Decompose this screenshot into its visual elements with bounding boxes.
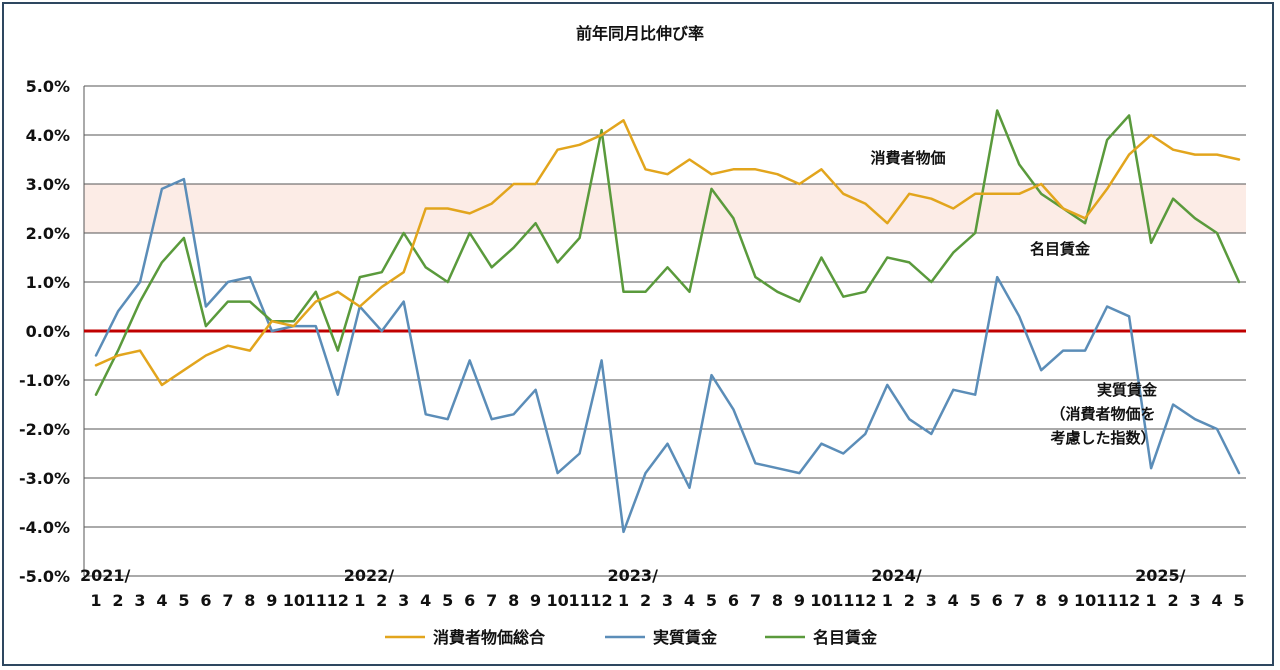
x-tick-label: 5 bbox=[706, 591, 717, 610]
y-tick-label: 0.0% bbox=[26, 322, 70, 341]
legend-label-real: 実質賃金 bbox=[653, 628, 718, 647]
x-tick-label: 1 bbox=[354, 591, 365, 610]
y-tick-label: -1.0% bbox=[19, 371, 70, 390]
x-tick-label: 7 bbox=[486, 591, 497, 610]
y-tick-label: 2.0% bbox=[26, 224, 70, 243]
x-tick-label: 7 bbox=[222, 591, 233, 610]
y-tick-label: -4.0% bbox=[19, 518, 70, 537]
annotation-nominal: 名目賃金 bbox=[1030, 240, 1091, 258]
x-tick-label: 12 bbox=[1118, 591, 1140, 610]
x-year-label: 2022/ bbox=[344, 566, 395, 585]
x-tick-label: 11 bbox=[1096, 591, 1118, 610]
x-tick-label: 3 bbox=[926, 591, 937, 610]
x-tick-label: 2 bbox=[904, 591, 915, 610]
x-tick-label: 3 bbox=[398, 591, 409, 610]
x-tick-label: 2 bbox=[640, 591, 651, 610]
x-tick-label: 11 bbox=[832, 591, 854, 610]
x-tick-label: 8 bbox=[508, 591, 519, 610]
x-tick-label: 5 bbox=[970, 591, 981, 610]
x-tick-label: 6 bbox=[464, 591, 475, 610]
x-tick-label: 11 bbox=[305, 591, 327, 610]
x-tick-label: 5 bbox=[442, 591, 453, 610]
x-tick-label: 8 bbox=[244, 591, 255, 610]
x-tick-label: 7 bbox=[750, 591, 761, 610]
x-tick-label: 2 bbox=[112, 591, 123, 610]
x-tick-label: 3 bbox=[134, 591, 145, 610]
x-tick-label: 9 bbox=[530, 591, 541, 610]
x-tick-label: 2 bbox=[1167, 591, 1178, 610]
annotation-real-line2: （消費者物価を bbox=[1050, 405, 1155, 423]
x-tick-label: 1 bbox=[882, 591, 893, 610]
y-tick-label: -2.0% bbox=[19, 420, 70, 439]
x-tick-label: 4 bbox=[420, 591, 431, 610]
x-tick-label: 4 bbox=[948, 591, 959, 610]
x-tick-label: 2 bbox=[376, 591, 387, 610]
x-tick-label: 9 bbox=[794, 591, 805, 610]
x-tick-label: 4 bbox=[684, 591, 695, 610]
y-tick-label: 1.0% bbox=[26, 273, 70, 292]
x-tick-label: 10 bbox=[1074, 591, 1096, 610]
y-tick-label: -5.0% bbox=[19, 567, 70, 586]
x-tick-label: 5 bbox=[1233, 591, 1244, 610]
x-year-label: 2025/ bbox=[1135, 566, 1186, 585]
x-tick-label: 1 bbox=[618, 591, 629, 610]
x-tick-label: 9 bbox=[1058, 591, 1069, 610]
x-tick-label: 6 bbox=[200, 591, 211, 610]
legend-label-nominal: 名目賃金 bbox=[813, 628, 878, 647]
x-tick-label: 12 bbox=[854, 591, 876, 610]
x-tick-label: 9 bbox=[266, 591, 277, 610]
highlight-band bbox=[84, 184, 1246, 233]
x-tick-label: 4 bbox=[1211, 591, 1222, 610]
x-tick-label: 7 bbox=[1014, 591, 1025, 610]
annotation-real-line1: 実質賃金 bbox=[1097, 381, 1158, 399]
x-tick-label: 10 bbox=[810, 591, 832, 610]
y-tick-label: 4.0% bbox=[26, 126, 70, 145]
x-tick-label: 3 bbox=[662, 591, 673, 610]
x-tick-label: 8 bbox=[772, 591, 783, 610]
x-year-label: 2023/ bbox=[608, 566, 659, 585]
chart-title: 前年同月比伸び率 bbox=[576, 24, 704, 43]
x-tick-label: 3 bbox=[1189, 591, 1200, 610]
y-tick-label: 3.0% bbox=[26, 175, 70, 194]
annotation-real-line3: 考慮した指数） bbox=[1050, 429, 1155, 447]
series-line-nominal-wage bbox=[94, 109, 1241, 396]
x-tick-label: 12 bbox=[327, 591, 349, 610]
series-line-cpi bbox=[94, 119, 1241, 387]
series-line-real-wage bbox=[94, 177, 1241, 534]
annotation-cpi: 消費者物価 bbox=[870, 149, 945, 167]
x-year-label: 2024/ bbox=[871, 566, 922, 585]
x-tick-label: 11 bbox=[568, 591, 590, 610]
x-tick-label: 1 bbox=[90, 591, 101, 610]
x-tick-label: 4 bbox=[156, 591, 167, 610]
y-tick-label: 5.0% bbox=[26, 77, 70, 96]
x-tick-label: 12 bbox=[590, 591, 612, 610]
x-tick-label: 5 bbox=[178, 591, 189, 610]
y-tick-label: -3.0% bbox=[19, 469, 70, 488]
x-tick-label: 6 bbox=[728, 591, 739, 610]
x-year-label: 2021/ bbox=[80, 566, 131, 585]
x-tick-label: 10 bbox=[546, 591, 568, 610]
x-tick-label: 8 bbox=[1036, 591, 1047, 610]
x-tick-label: 1 bbox=[1146, 591, 1157, 610]
x-tick-label: 10 bbox=[283, 591, 305, 610]
legend-label-cpi: 消費者物価総合 bbox=[433, 628, 546, 647]
x-tick-label: 6 bbox=[992, 591, 1003, 610]
